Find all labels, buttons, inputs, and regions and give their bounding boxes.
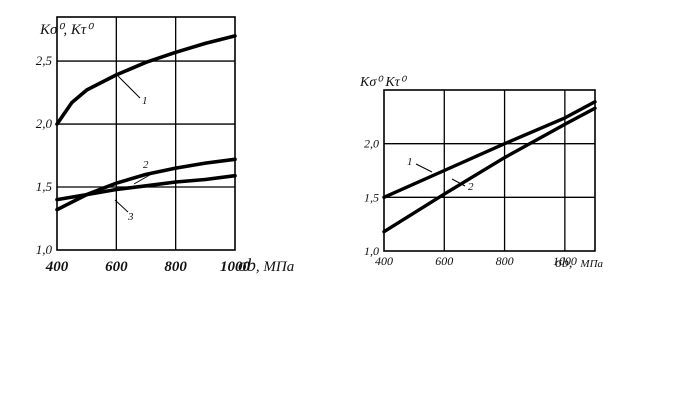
chart2-ytick-1,5: 1,5: [364, 190, 379, 204]
chart1-ylabel: Kσ⁰, Kτ⁰: [39, 22, 94, 38]
chart2-xtick-1000: 1000: [553, 254, 577, 268]
chart1-xtick-600: 600: [105, 259, 128, 275]
chart1-series-2-leader: [133, 171, 156, 185]
chart1-xlabel: σb, МПа: [238, 255, 294, 275]
chart1-ytick-1,0: 1,0: [36, 242, 53, 257]
chart1-series-3-line: [55, 173, 237, 202]
chart1-xtick-800: 800: [164, 259, 187, 275]
chart1-series-2-label: 2: [143, 159, 149, 171]
chart2-xlabel: σb, МПа: [555, 256, 604, 271]
chart1-ytick-1,5: 1,5: [36, 179, 53, 194]
chart2-xtick-800: 800: [496, 254, 514, 268]
chart1-xtick-400: 400: [45, 259, 69, 275]
chart2-ytick-2,0: 2,0: [364, 137, 379, 151]
chart2-series-2-line: [382, 106, 597, 234]
chart1-ytick-2,0: 2,0: [36, 116, 53, 131]
chart2-ylabel: Kσ⁰ Kτ⁰: [359, 75, 408, 90]
chart2-xtick-400: 400: [375, 254, 393, 268]
chart1-series-1-leader: [117, 75, 141, 99]
chart2-series-1-line: [382, 100, 597, 199]
chart1-series-3-label: 3: [127, 211, 134, 223]
chart2-frame: [383, 89, 596, 252]
chart1-xtick-1000: 1000: [220, 259, 251, 275]
chart1-ytick-2,5: 2,5: [36, 53, 53, 68]
chart2-series-1-label: 1: [407, 156, 413, 168]
chart1-frame: [56, 16, 236, 251]
chart1-series-1-line: [55, 34, 237, 126]
chart2-series-2-label: 2: [468, 181, 474, 193]
chart1-series-3-leader: [114, 199, 129, 213]
chart2-ytick-1,0: 1,0: [364, 244, 379, 258]
chart2-series-1-leader: [415, 163, 433, 173]
chart2-xtick-600: 600: [435, 254, 453, 268]
chart1-series-1-label: 1: [142, 95, 148, 107]
chart2-series-2-leader: [451, 178, 466, 187]
